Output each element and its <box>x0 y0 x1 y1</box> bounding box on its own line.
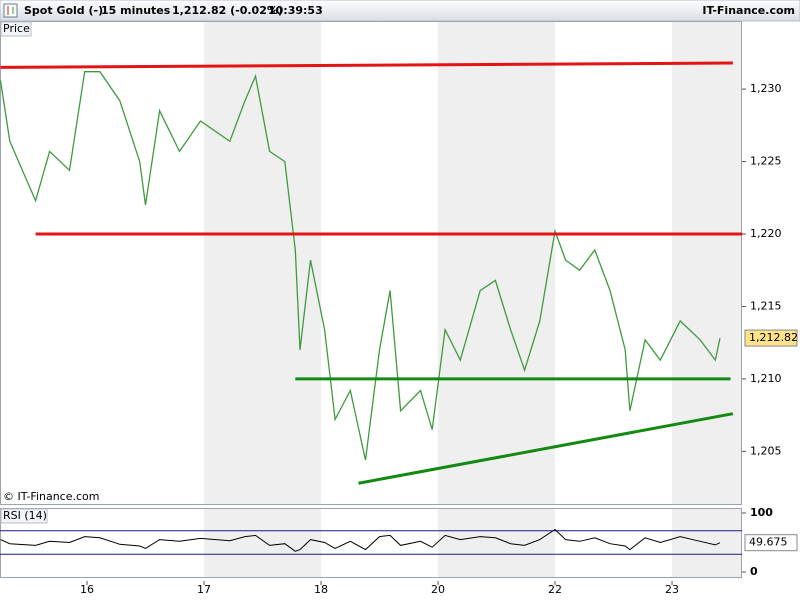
x-tick-label: 23 <box>665 583 679 596</box>
panel-background <box>0 508 742 578</box>
day-shade <box>672 21 742 505</box>
brand: IT-Finance.com <box>702 4 795 17</box>
y-tick-label: 0 <box>750 565 758 578</box>
y-tick-label: 1,220 <box>750 227 782 240</box>
last-value-label: 1,212.82 <box>749 331 798 344</box>
panel-title: RSI (14) <box>3 509 47 522</box>
y-tick-label: 100 <box>750 506 773 519</box>
quote: 1,212.82 (-0.02%) <box>172 4 283 17</box>
panel-frame <box>0 508 742 578</box>
time: 10:39:53 <box>268 4 323 17</box>
panel-title-box <box>0 508 48 524</box>
last-value-label: 49.675 <box>749 536 788 549</box>
y-tick-label: 1,215 <box>750 299 782 312</box>
x-tick-label: 20 <box>431 583 445 596</box>
day-shade <box>204 508 322 578</box>
series-line <box>0 528 721 552</box>
x-tick-label: 16 <box>80 583 94 596</box>
watermark: © IT-Finance.com <box>3 490 100 503</box>
day-shade <box>438 21 556 505</box>
x-tick-label: 18 <box>314 583 328 596</box>
day-shade <box>438 508 556 578</box>
y-tick-label: 1,210 <box>750 372 782 385</box>
day-shade <box>204 21 322 505</box>
panel-background <box>0 21 742 505</box>
y-tick-label: 1,225 <box>750 155 782 168</box>
trend-line <box>0 61 733 69</box>
chart-icon <box>3 3 18 18</box>
y-tick-label: 1,205 <box>750 444 782 457</box>
y-tick-label: 1,230 <box>750 82 782 95</box>
instrument: Spot Gold (-) <box>24 4 103 17</box>
trend-line <box>358 412 734 485</box>
panel-title-box <box>0 21 32 37</box>
x-tick-label: 17 <box>197 583 211 596</box>
last-value-box <box>744 329 798 347</box>
x-tick-label: 22 <box>548 583 562 596</box>
interval: 15 minutes <box>101 4 171 17</box>
series-line <box>0 71 721 461</box>
header: Spot Gold (-) 15 minutes 1,212.82 (-0.02… <box>0 0 800 22</box>
panel-frame <box>0 21 742 505</box>
last-value-box <box>744 534 798 552</box>
panel-title: Price <box>3 22 30 35</box>
